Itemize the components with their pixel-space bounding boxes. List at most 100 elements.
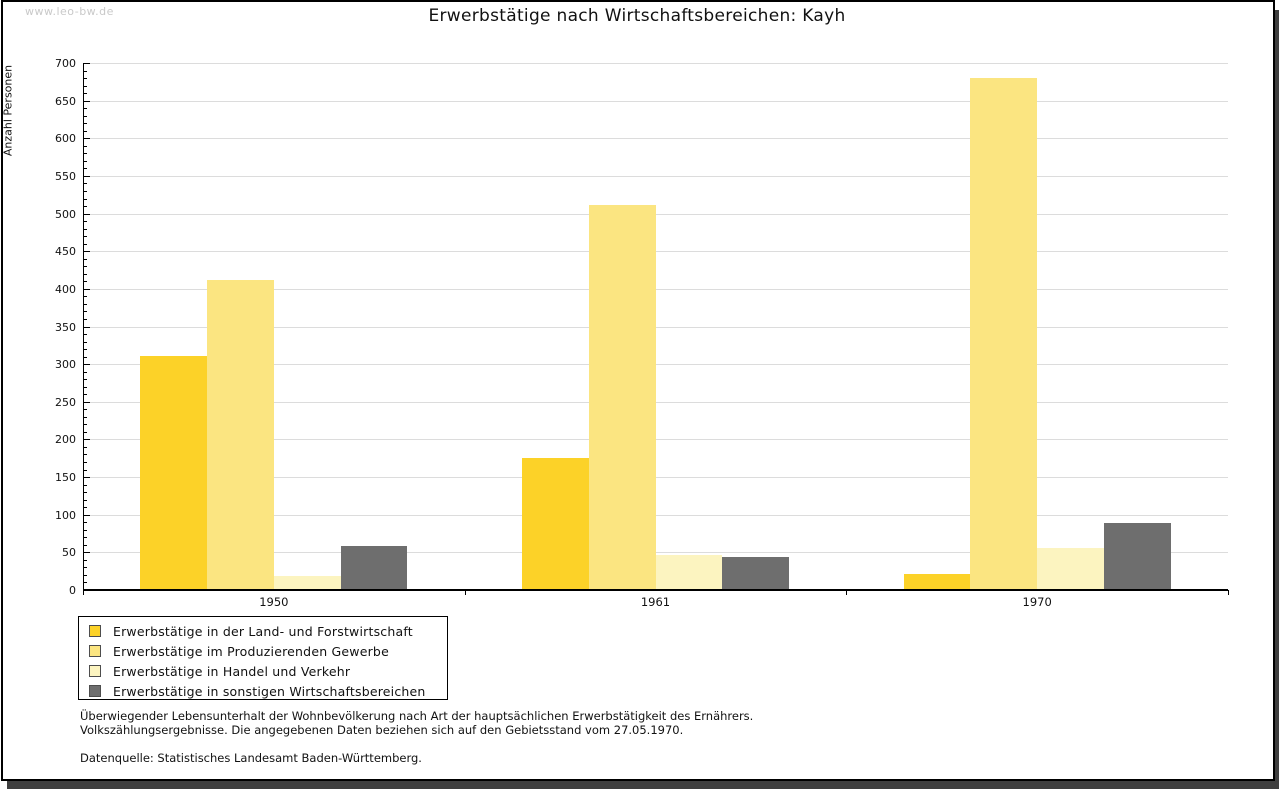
y-tick [84, 334, 87, 336]
x-category-label: 1950 [259, 595, 289, 609]
plot-area: 0 50 100 150 200 250 300 350 400 450 500 550 600 650 7… [55, 57, 1229, 609]
y-tick [84, 78, 87, 80]
y-tick [84, 439, 90, 441]
y-tick [84, 281, 87, 283]
chart-title: Erwerbstätige nach Wirtschaftsbereichen:… [428, 6, 846, 26]
y-tick [84, 462, 87, 463]
y-tick-label: 100 [55, 508, 76, 522]
y-tick [84, 251, 90, 253]
y-tick [84, 416, 87, 418]
y-tick [84, 537, 87, 539]
footnote-line-2: Volkszählungsergebnisse. Die angegebenen… [80, 722, 684, 737]
y-tick [84, 424, 87, 426]
y-tick-label: 500 [55, 207, 76, 221]
y-tick [84, 567, 87, 569]
y-tick [84, 401, 90, 403]
y-tick [84, 394, 87, 396]
y-tick-label: 450 [55, 245, 76, 259]
x-tick [846, 590, 848, 595]
y-tick [84, 198, 87, 200]
legend-label: Erwerbstätige im Produzierenden Gewerbe [113, 643, 389, 659]
y-tick [84, 123, 87, 125]
bar-1950-series-1 [140, 355, 208, 590]
chart-legend: Erwerbstätige in der Land- und Forstwirt… [78, 616, 448, 700]
y-tick [84, 221, 87, 223]
bar-1970-series-4 [1103, 523, 1171, 590]
y-tick [84, 175, 90, 177]
y-tick [84, 168, 87, 170]
y-tick [84, 236, 87, 238]
legend-swatch [89, 685, 101, 697]
y-tick [84, 273, 87, 275]
y-tick [84, 115, 87, 117]
y-tick-label: 50 [62, 546, 76, 560]
bar-1970-series-2 [970, 78, 1038, 590]
bar-1961-series-3 [655, 554, 723, 590]
y-tick [84, 63, 90, 64]
gridline [83, 175, 1228, 177]
footnote-line-1: Überwiegender Lebensunterhalt der Wohnbe… [80, 709, 754, 723]
y-tick [84, 356, 87, 358]
y-tick [84, 582, 87, 584]
x-tick [1228, 590, 1229, 595]
gridline [83, 326, 1228, 328]
x-tick [464, 590, 466, 595]
legend-swatch [89, 665, 101, 677]
y-tick [84, 371, 87, 373]
legend-item: Erwerbstätige in sonstigen Wirtschaftsbe… [89, 681, 447, 701]
y-tick-label: 700 [55, 57, 76, 70]
y-tick-label: 0 [69, 584, 76, 597]
gridline [83, 138, 1228, 140]
y-tick [84, 341, 87, 343]
legend-item: Erwerbstätige in Handel und Verkehr [89, 661, 447, 681]
y-tick [84, 507, 87, 509]
legend-item: Erwerbstätige in der Land- und Forstwirt… [89, 621, 447, 641]
y-tick [84, 206, 87, 208]
bar-1961-series-4 [722, 556, 789, 590]
bar-1950-series-3 [273, 576, 341, 590]
y-tick-label: 350 [55, 320, 76, 334]
bar-1961-series-2 [588, 205, 656, 590]
y-tick [84, 296, 87, 298]
y-tick [84, 446, 87, 448]
bar-1950-series-2 [207, 279, 274, 590]
gridline [83, 288, 1228, 290]
y-tick [84, 145, 87, 147]
x-tick [83, 590, 84, 595]
legend-label: Erwerbstätige in sonstigen Wirtschaftsbe… [113, 683, 426, 699]
gridline [83, 251, 1228, 253]
gridline [83, 63, 1228, 64]
gridline [83, 213, 1228, 215]
bar-1950-series-4 [340, 545, 408, 590]
y-tick [84, 100, 90, 102]
x-axis-line [83, 589, 1228, 591]
y-tick [84, 130, 87, 132]
y-tick [84, 153, 87, 155]
y-tick [84, 108, 87, 110]
y-tick [84, 266, 87, 268]
y-tick [84, 160, 87, 162]
y-tick [84, 349, 87, 351]
legend-label: Erwerbstätige in Handel und Verkehr [113, 663, 351, 679]
y-tick [84, 138, 90, 140]
y-tick [84, 431, 87, 433]
y-tick [84, 190, 87, 192]
y-tick [84, 93, 87, 95]
y-tick [84, 70, 87, 72]
y-tick [84, 552, 90, 554]
y-tick [84, 303, 87, 305]
bar-1970-series-3 [1037, 547, 1104, 590]
y-tick [84, 544, 87, 546]
y-tick [84, 243, 87, 245]
y-tick [84, 85, 87, 87]
gridline [83, 401, 1228, 403]
bar-1970-series-1 [903, 574, 971, 590]
y-tick [84, 477, 90, 479]
y-tick-label: 550 [55, 169, 76, 183]
y-tick-label: 400 [55, 282, 76, 296]
y-tick-label: 650 [55, 94, 76, 108]
y-tick [84, 326, 90, 328]
legend-swatch [89, 625, 101, 637]
y-tick [84, 228, 87, 230]
y-tick [84, 409, 87, 411]
